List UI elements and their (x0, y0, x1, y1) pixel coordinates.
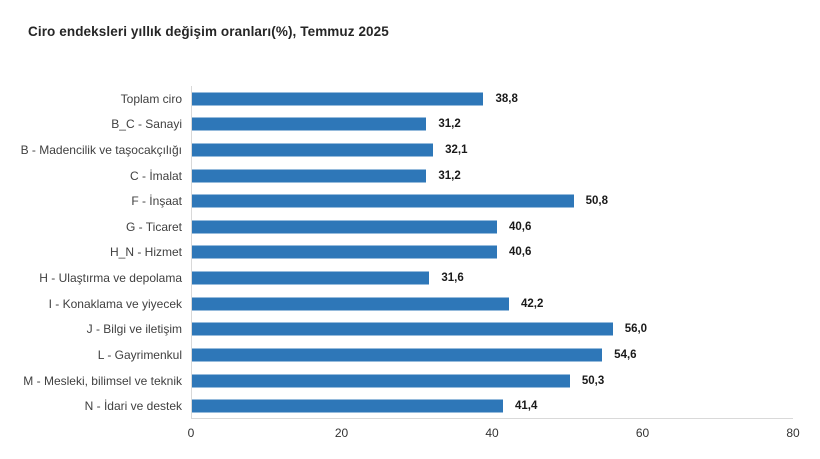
bar (192, 169, 427, 183)
bar (192, 143, 434, 157)
bar-row: G - Ticaret 40,6 (126, 214, 793, 240)
x-tick-label: 0 (187, 426, 195, 440)
category-label: N - İdari ve destek (84, 399, 182, 414)
category-label: Toplam ciro (120, 91, 182, 106)
bar-row: C - İmalat 31,2 (130, 163, 793, 189)
x-tick-label: 80 (786, 426, 800, 440)
bar-row: F - İnşaat 50,8 (131, 188, 793, 214)
category-label: L - Gayrimenkul (97, 347, 182, 362)
bar-row: M - Mesleki, bilimsel ve teknik 50,3 (23, 368, 793, 394)
bar-row: N - İdari ve destek 41,4 (85, 393, 793, 419)
bar-row: L - Gayrimenkul 54,6 (98, 342, 793, 368)
bar (192, 348, 603, 362)
x-tick-label: 20 (334, 426, 349, 440)
bar (192, 117, 427, 131)
value-label: 31,2 (438, 169, 461, 182)
value-label: 41,4 (515, 400, 538, 413)
value-label: 31,6 (441, 272, 464, 285)
bar-row: B_C - Sanayi 31,2 (111, 112, 793, 138)
bar (192, 399, 504, 413)
bar-row: H - Ulaştırma ve depolama 31,6 (39, 265, 793, 291)
bar (192, 271, 430, 285)
bar (192, 297, 510, 311)
bar (192, 374, 570, 388)
category-label: G - Ticaret (125, 219, 182, 234)
value-label: 32,1 (445, 144, 468, 157)
category-label: C - İmalat (129, 168, 182, 183)
x-axis: 0 20 40 60 80 (187, 419, 800, 449)
category-label: J - Bilgi ve iletişim (86, 322, 182, 337)
category-label: I - Konaklama ve yiyecek (48, 296, 182, 311)
value-label: 40,6 (509, 220, 532, 233)
bar (192, 245, 497, 259)
value-label: 50,8 (585, 195, 609, 208)
value-label: 50,3 (581, 374, 605, 387)
x-tick-label: 60 (635, 426, 650, 440)
category-label: H - Ulaştırma ve depolama (39, 271, 182, 286)
bar-row: B - Madencilik ve taşocakçılığı 32,1 (21, 137, 793, 163)
bar (192, 194, 574, 208)
category-label: H_N - Hizmet (109, 245, 182, 260)
category-label: B - Madencilik ve taşocakçılığı (20, 143, 182, 158)
bar (192, 92, 484, 106)
value-label: 54,6 (614, 348, 637, 361)
value-label: 56,0 (624, 323, 648, 336)
bar (192, 322, 613, 336)
category-label: M - Mesleki, bilimsel ve teknik (23, 373, 182, 388)
bar (192, 220, 497, 234)
value-label: 42,2 (521, 297, 544, 310)
category-label: F - İnşaat (131, 194, 182, 209)
x-tick-label: 40 (485, 426, 499, 440)
value-label: 40,6 (509, 246, 532, 259)
plot-area: Toplam ciro 38,8 B_C - Sanayi 31,2 B - Maden… (21, 86, 793, 419)
category-label: B_C - Sanayi (111, 117, 182, 132)
value-label: 31,2 (438, 118, 461, 131)
bar-row: I - Konaklama ve yiyecek 42,2 (49, 291, 793, 317)
bar-row: J - Bilgi ve iletişim 56,0 (87, 317, 793, 343)
bar-row: H_N - Hizmet 40,6 (110, 240, 793, 266)
bar-row: Toplam ciro 38,8 (121, 86, 793, 112)
value-label: 38,8 (495, 92, 518, 105)
chart-title: Ciro endeksleri yıllık değişim oranları(… (28, 24, 389, 39)
